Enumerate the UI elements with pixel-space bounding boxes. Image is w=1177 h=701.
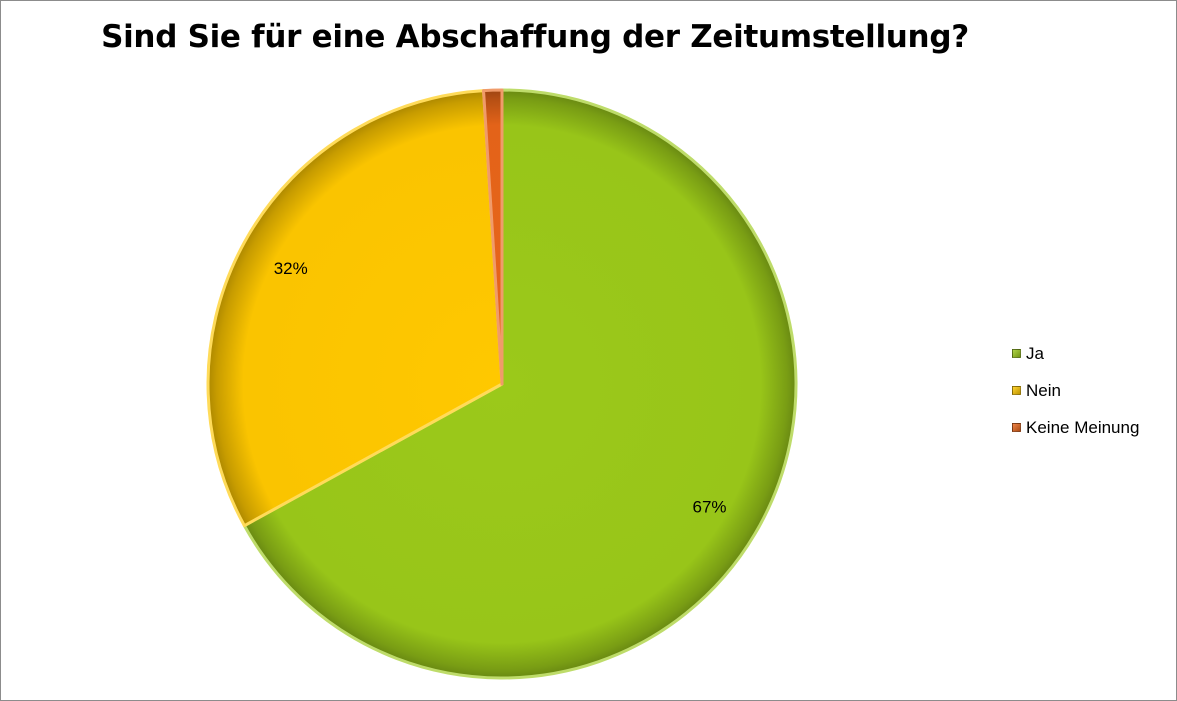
pie-slice-nein <box>206 89 504 528</box>
pie-slice-ja <box>242 88 798 680</box>
pie-slice-keine-meinung <box>482 88 504 386</box>
legend-item-keine-meinung: Keine Meinung <box>1012 409 1139 446</box>
legend-label-nein: Nein <box>1026 380 1061 400</box>
legend-item-ja: Ja <box>1012 335 1139 372</box>
legend-item-nein: Nein <box>1012 372 1139 409</box>
data-label-nein: 32% <box>274 259 308 278</box>
legend-swatch-keine-meinung <box>1012 423 1021 432</box>
chart-title: Sind Sie für eine Abschaffung der Zeitum… <box>101 19 969 55</box>
legend-label-keine-meinung: Keine Meinung <box>1026 417 1140 437</box>
legend-swatch-ja <box>1012 349 1021 358</box>
legend-label-ja: Ja <box>1026 343 1044 363</box>
data-label-ja: 67% <box>692 498 726 517</box>
legend: Ja Nein Keine Meinung <box>1012 335 1139 446</box>
legend-swatch-nein <box>1012 386 1021 395</box>
